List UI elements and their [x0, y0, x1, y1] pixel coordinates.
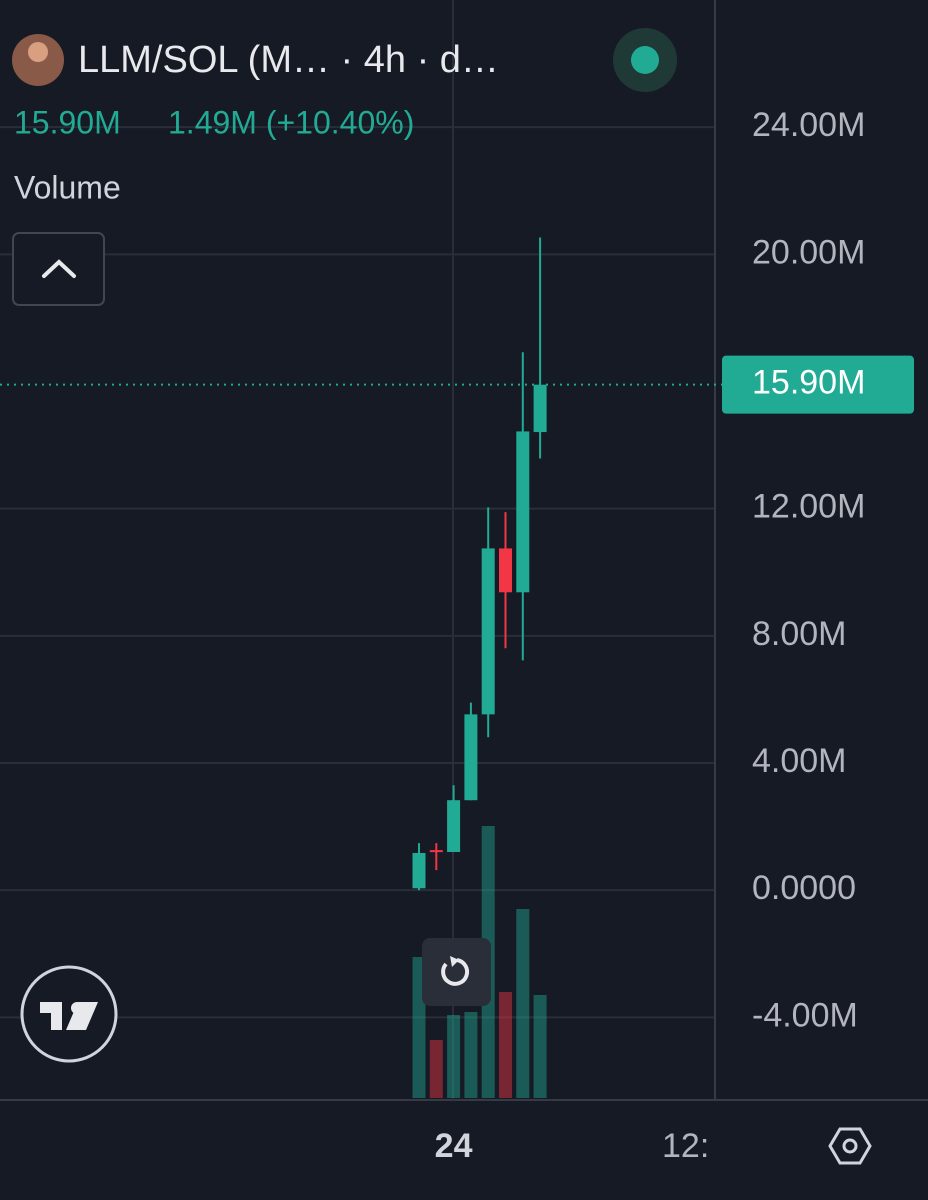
y-tick-label: 0.0000: [752, 869, 856, 907]
candle-body: [447, 800, 461, 853]
settings-icon[interactable]: [828, 1127, 872, 1165]
settings-icon-center: [842, 1138, 858, 1154]
candle-body: [499, 548, 512, 593]
volume-bar: [533, 995, 547, 1098]
tradingview-logo[interactable]: [20, 965, 118, 1063]
reset-arrow: [450, 956, 459, 967]
candle-body: [429, 850, 443, 853]
logo-mark: [40, 1002, 98, 1030]
logo-dot: [71, 1002, 83, 1014]
indicator-name: Volume: [14, 169, 121, 205]
y-tick-label: -4.00M: [752, 996, 858, 1034]
y-tick-label: 8.00M: [752, 615, 847, 653]
volume-bar: [447, 1015, 461, 1098]
avatar-face: [28, 42, 48, 62]
y-tick-label: 20.00M: [752, 233, 865, 271]
last-price: 15.90M: [14, 104, 121, 140]
x-tick-label: 24: [435, 1127, 473, 1165]
chevron-up-icon: [42, 259, 76, 278]
volume-bar: [429, 1040, 443, 1098]
collapse-button[interactable]: [12, 232, 105, 306]
reset-button[interactable]: [422, 938, 491, 1006]
last-price-label: 15.90M: [752, 364, 865, 402]
reset-icon: [441, 958, 470, 986]
status-dot: [631, 46, 659, 74]
price-change: 1.49M (+10.40%): [168, 104, 414, 140]
y-tick-label: 4.00M: [752, 742, 847, 780]
x-axis-label: 12:: [662, 1127, 709, 1165]
volume-bar: [516, 909, 530, 1098]
y-tick-label: 12.00M: [752, 488, 865, 526]
y-tick-label: 24.00M: [752, 106, 865, 144]
symbol-title[interactable]: LLM/SOL (M… · 4h · d…: [78, 39, 499, 81]
candle-body: [481, 548, 495, 715]
candle-body: [516, 431, 530, 593]
volume-bar: [499, 992, 512, 1098]
volume-bar: [464, 1012, 478, 1098]
candle-body: [464, 714, 478, 801]
candle-body: [533, 384, 547, 433]
candle-body: [412, 852, 426, 889]
last-price-badge: [722, 355, 914, 414]
